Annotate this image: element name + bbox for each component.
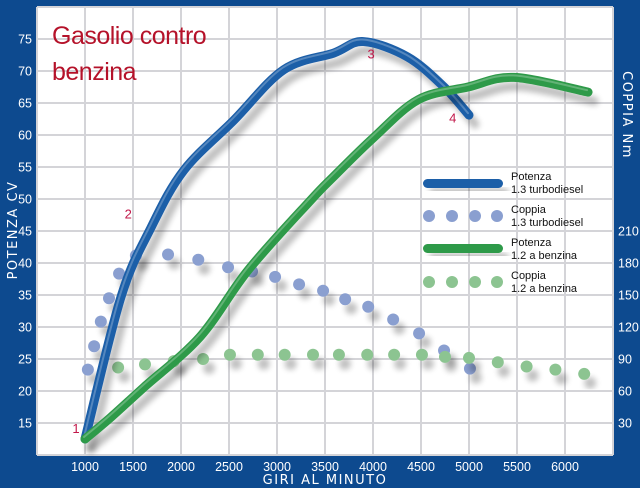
y-tick-label: 50 [18, 193, 32, 207]
torque-point [317, 284, 330, 297]
torque-series-1 [112, 348, 591, 380]
legend-swatch-coppia-benzina [423, 276, 503, 288]
point-marker-4: 4 [449, 111, 456, 126]
legend-label: Potenza [511, 237, 552, 249]
y-tick-label: 20 [18, 385, 32, 399]
y2-tick-label: 60 [618, 385, 632, 399]
y-tick-label: 75 [18, 33, 32, 47]
torque-point [439, 350, 451, 363]
x-tick-label: 5000 [455, 460, 483, 474]
y2-tick-label: 90 [618, 353, 632, 367]
torque-point [88, 340, 101, 353]
y-tick-label: 45 [18, 225, 32, 239]
x-tick-label: 6000 [551, 460, 579, 474]
legend-label: 1.2 a benzina [511, 283, 578, 295]
torque-point [94, 315, 107, 328]
point-marker-1: 1 [72, 421, 79, 436]
torque-point [339, 293, 352, 306]
y2-axis-title: COPPIA Nm [619, 71, 634, 159]
y2-tick-label: 210 [618, 225, 639, 239]
y-tick-label: 40 [18, 257, 32, 271]
point-marker-2: 2 [125, 207, 132, 222]
x-axis-title: GIRI AL MINUTO [263, 473, 388, 488]
legend: Potenza 1.3 turbodiesel Coppia 1.3 turbo… [423, 171, 583, 295]
x-tick-label: 5500 [503, 460, 531, 474]
torque-point [269, 270, 282, 283]
torque-point [113, 267, 126, 280]
torque-point [112, 361, 125, 374]
y-tick-label: 70 [18, 65, 32, 79]
y2-tick-label: 180 [618, 257, 639, 271]
power-line-highlight [83, 74, 589, 438]
torque-point [162, 248, 175, 261]
legend-swatch-coppia-diesel [423, 210, 503, 222]
power-line-highlight [83, 38, 469, 438]
torque-point [463, 351, 475, 364]
series-layer [80, 37, 593, 444]
torque-point [549, 363, 562, 376]
y-tick-label: 30 [18, 321, 32, 335]
legend-label: Coppia [511, 270, 547, 282]
y2-tick-label: 150 [618, 289, 639, 303]
x-tick-label: 3500 [311, 460, 339, 474]
x-tick-label: 2500 [215, 460, 243, 474]
torque-point [491, 356, 504, 369]
torque-point [415, 348, 428, 361]
legend-label: 1.2 a benzina [511, 250, 578, 262]
x-tick-label: 3000 [263, 460, 291, 474]
y-tick-label: 15 [18, 417, 32, 431]
annotations: 1 2 3 4 [72, 47, 456, 436]
torque-point [197, 353, 210, 365]
y-tick-label: 60 [18, 129, 32, 143]
y-tick-label: 25 [18, 353, 32, 367]
y2-tick-label: 30 [618, 417, 632, 431]
torque-point [361, 348, 374, 361]
axis-ticks: 1000 1500 2000 2500 3000 3500 4000 4500 5000 5500… [18, 33, 639, 475]
y-tick-label: 55 [18, 161, 32, 175]
torque-point [81, 363, 94, 376]
x-tick-label: 2000 [167, 460, 195, 474]
torque-point [413, 327, 426, 340]
torque-point [192, 253, 205, 266]
torque-point [278, 348, 291, 361]
legend-label: 1.3 turbodiesel [511, 217, 583, 229]
legend-label: Coppia [511, 204, 547, 216]
torque-point [222, 261, 235, 274]
torque-point [103, 292, 115, 305]
x-tick-label: 1500 [119, 460, 147, 474]
legend-swatch-potenza-benzina [423, 244, 503, 253]
legend-swatch-potenza-diesel [423, 179, 503, 188]
torque-point [520, 360, 533, 373]
x-tick-label: 4000 [359, 460, 387, 474]
torque-point [332, 348, 345, 361]
torque-point [139, 358, 151, 371]
torque-point [223, 348, 236, 361]
torque-point [251, 348, 264, 361]
legend-label: 1.3 turbodiesel [511, 184, 583, 196]
torque-point [293, 278, 306, 291]
y2-tick-label: 120 [618, 321, 639, 335]
power-line-0 [80, 37, 474, 444]
y-tick-label: 65 [18, 97, 32, 111]
power-line-1 [80, 72, 593, 444]
chart-title-line2: benzina [52, 58, 137, 86]
y-tick-label: 35 [18, 289, 32, 303]
point-marker-3: 3 [367, 47, 374, 62]
torque-point [307, 348, 319, 361]
torque-point [362, 300, 375, 313]
chart-title-line1: Gasolio contro [52, 22, 206, 50]
torque-point [578, 367, 591, 380]
torque-point [388, 348, 401, 361]
y-axis-title: POTENZA CV [6, 181, 21, 280]
torque-point [463, 362, 476, 375]
legend-label: Potenza [511, 171, 552, 183]
x-tick-label: 4500 [407, 460, 435, 474]
torque-point [387, 313, 400, 326]
x-tick-label: 1000 [71, 460, 99, 474]
